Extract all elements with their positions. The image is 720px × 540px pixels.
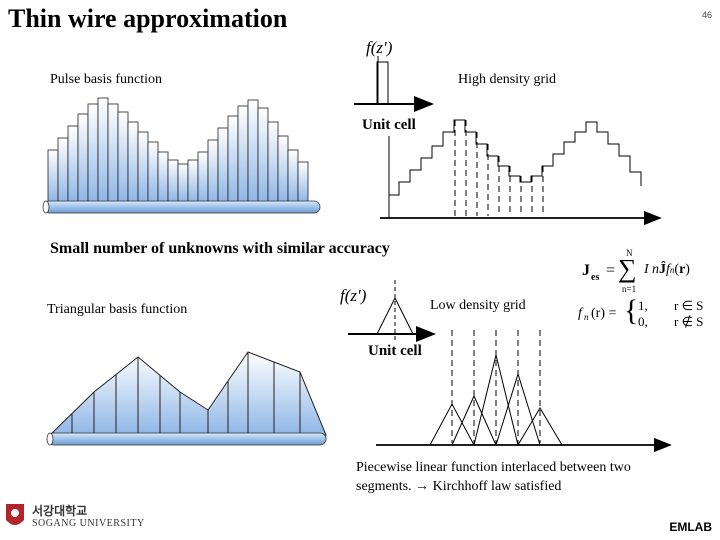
pulse-bar [97, 97, 109, 203]
university-logo-icon [6, 504, 24, 525]
high-density-label: High density grid [458, 72, 556, 87]
pulse-bar [297, 161, 309, 203]
brace-icon: { [624, 294, 639, 327]
pulse-bar [87, 103, 99, 203]
eq-f-arg: (r) = [591, 306, 617, 321]
pulse-bar [177, 163, 189, 203]
staircase-plot [380, 119, 662, 226]
pulse-bar [137, 131, 149, 203]
fz-label-top: f(z′) [366, 38, 393, 57]
pulse-bar [167, 159, 179, 203]
sum-icon: ∑ [618, 254, 637, 283]
kirchhoff-note: Piecewise linear function interlaced bet… [356, 460, 631, 494]
pulse-bar [207, 139, 219, 203]
pulse-bar [267, 121, 279, 203]
wire-rod-top [42, 200, 321, 214]
lab-name: EMLAB [669, 520, 712, 534]
eq-sum-bottom: n=1 [622, 284, 637, 294]
pulse-bar [77, 113, 89, 203]
pulse-bar [257, 107, 269, 203]
eq-j-sub: es [591, 272, 600, 283]
pulse-bar [237, 105, 249, 203]
eq-j-rhs: I [644, 262, 649, 277]
eq-case0-cond: r ∉ S [674, 314, 704, 329]
eq-j-lhs: J [582, 262, 590, 279]
pulse-basis-label: Pulse basis function [50, 72, 162, 87]
pulse-bar [47, 149, 59, 203]
pulse-bar [117, 111, 129, 203]
eq-f-lhs: f [578, 306, 582, 321]
pulse-bar [157, 151, 169, 203]
page-number: 46 [701, 10, 712, 20]
eq-f-sub: n [584, 312, 589, 322]
university-name-korean: 서강대학교 [32, 504, 88, 518]
pulse-bar [247, 99, 259, 203]
eq-case1-cond: r ∈ S [674, 298, 704, 313]
triangular-plot [48, 351, 327, 436]
wire-rod-bottom [46, 432, 327, 446]
slide-title: Thin wire approximation [8, 4, 288, 33]
eq-sum-top: N [626, 248, 633, 258]
fz-label-bottom: f(z′) [340, 286, 367, 305]
pulse-bar [107, 103, 119, 203]
pulse-bar [287, 149, 299, 203]
pulse-bar [57, 137, 69, 203]
pulse-bar [187, 159, 199, 203]
pulse-bar [277, 135, 289, 203]
triangular-basis-label: Triangular basis function [47, 302, 188, 317]
eq-case0-val: 0, [638, 314, 648, 329]
unit-cell-label-bottom: Unit cell [368, 343, 422, 359]
low-density-label: Low density grid [430, 298, 526, 313]
pulse-bar [147, 141, 159, 203]
pulse-bar [217, 127, 229, 203]
low-density-plot [376, 330, 672, 453]
pulse-bar [67, 125, 79, 203]
eq-case1-val: 1, [638, 298, 648, 313]
pulse-bar [227, 115, 239, 203]
triangle-unit-cell [348, 280, 436, 342]
unit-cell-label-top: Unit cell [362, 117, 416, 133]
pulse-unit-cell [354, 56, 434, 112]
middle-statement: Small number of unknowns with similar ac… [50, 240, 390, 257]
pulse-bar [127, 121, 139, 203]
pulse-bar [197, 151, 209, 203]
equation-block: J es = N ∑ n=1 I nĴfn(r) f n (r) = { 1, … [578, 248, 704, 329]
university-name-english: SOGANG UNIVERSITY [32, 518, 145, 529]
pulse-bars [47, 97, 309, 203]
